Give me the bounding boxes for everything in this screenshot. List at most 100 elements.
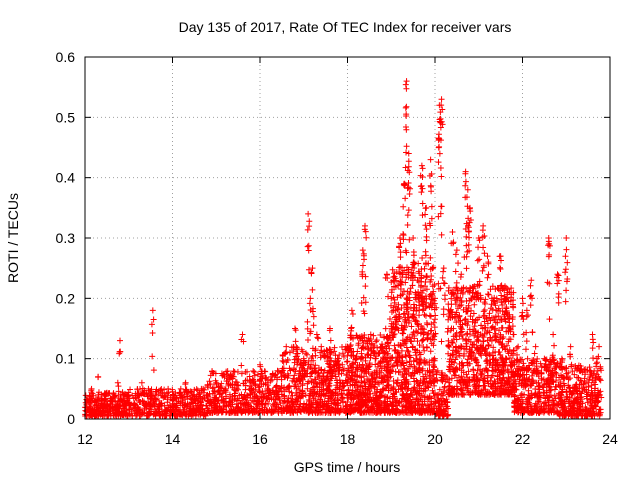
bulk-data-point [427,278,434,285]
data-point-streak [546,251,553,258]
bulk-data-point [575,374,582,381]
data-point-streak [411,335,418,342]
data-point-streak [466,234,473,241]
bulk-data-point [500,359,507,366]
bulk-data-point [114,404,121,411]
bulk-data-point [322,409,329,416]
data-point-streak [426,172,433,179]
bulk-data-point [334,361,341,368]
bulk-data-point [443,403,450,410]
data-points [82,78,605,419]
data-point-streak [409,313,416,320]
bulk-data-point [473,347,480,354]
data-point [348,307,355,314]
data-point-streak [326,363,333,370]
bulk-data-point [459,359,466,366]
bulk-data-point [484,378,491,385]
data-point-streak [371,349,378,356]
data-point-streak [109,398,116,405]
data-point-streak [384,275,391,282]
data-point-streak [293,344,300,351]
bulk-data-point [290,348,297,355]
data-point-streak [403,111,410,118]
bulk-data-point [139,410,146,417]
bulk-data-point [120,391,127,398]
bulk-data-point [405,398,412,405]
bulk-data-point [486,361,493,368]
data-point-streak [420,287,427,294]
bulk-data-point [378,377,385,384]
bulk-data-point [242,406,249,413]
bulk-data-point [584,367,591,374]
data-point-streak [509,369,516,376]
bulk-data-point [454,295,461,302]
bulk-data-point [438,409,445,416]
bulk-data-point [207,381,214,388]
data-point-streak [291,365,298,372]
data-point-streak [328,357,335,364]
data-point [230,373,237,380]
bulk-data-point [289,392,296,399]
data-point-streak [231,381,238,388]
data-point-streak [414,338,421,345]
data-point-streak [410,261,417,268]
data-point-streak [519,300,526,307]
bulk-data-point [458,373,465,380]
data-point [313,331,320,338]
bulk-data-point [191,386,198,393]
data-point-streak [514,357,521,364]
bulk-data-point [242,368,249,375]
bulk-data-point [318,386,325,393]
bulk-data-point [264,408,271,415]
data-point-streak [203,392,210,399]
bulk-data-point [186,407,193,414]
bulk-data-point [350,335,357,342]
data-point [484,253,491,260]
bulk-data-point [353,378,360,385]
bulk-data-point [393,409,400,416]
bulk-data-point [401,340,408,347]
bulk-data-point [425,384,432,391]
data-point [296,367,303,374]
bulk-data-point [453,319,460,326]
data-point-streak [554,280,561,287]
bulk-data-point [377,398,384,405]
bulk-data-point [494,319,501,326]
data-point [440,265,447,272]
bulk-data-point [482,386,489,393]
bulk-data-point [371,390,378,397]
bulk-data-point [308,377,315,384]
bulk-data-point [245,392,252,399]
bulk-data-point [403,409,410,416]
data-point [464,186,471,193]
bulk-data-point [173,404,180,411]
bulk-data-point [464,330,471,337]
bulk-data-point [304,351,311,358]
bulk-data-point [495,391,502,398]
bulk-data-point [307,373,314,380]
bulk-data-point [328,375,335,382]
bulk-data-point [329,405,336,412]
bulk-data-point [470,366,477,373]
bulk-data-point [416,396,423,403]
data-point-streak [471,293,478,300]
x-tick-label: 18 [340,431,356,447]
bulk-data-point [292,353,299,360]
bulk-data-point [189,405,196,412]
bulk-data-point [405,405,412,412]
bulk-data-point [376,380,383,387]
bulk-data-point [355,391,362,398]
bulk-data-point [457,386,464,393]
bulk-data-point [218,393,225,400]
bulk-data-point [438,371,445,378]
bulk-data-point [252,382,259,389]
bulk-data-point [389,266,396,273]
bulk-data-point [289,400,296,407]
bulk-data-point [596,406,603,413]
data-point-streak [385,293,392,300]
bulk-data-point [512,378,519,385]
bulk-data-point [395,369,402,376]
bulk-data-point [568,412,575,419]
bulk-data-point [498,388,505,395]
data-point-streak [541,381,548,388]
